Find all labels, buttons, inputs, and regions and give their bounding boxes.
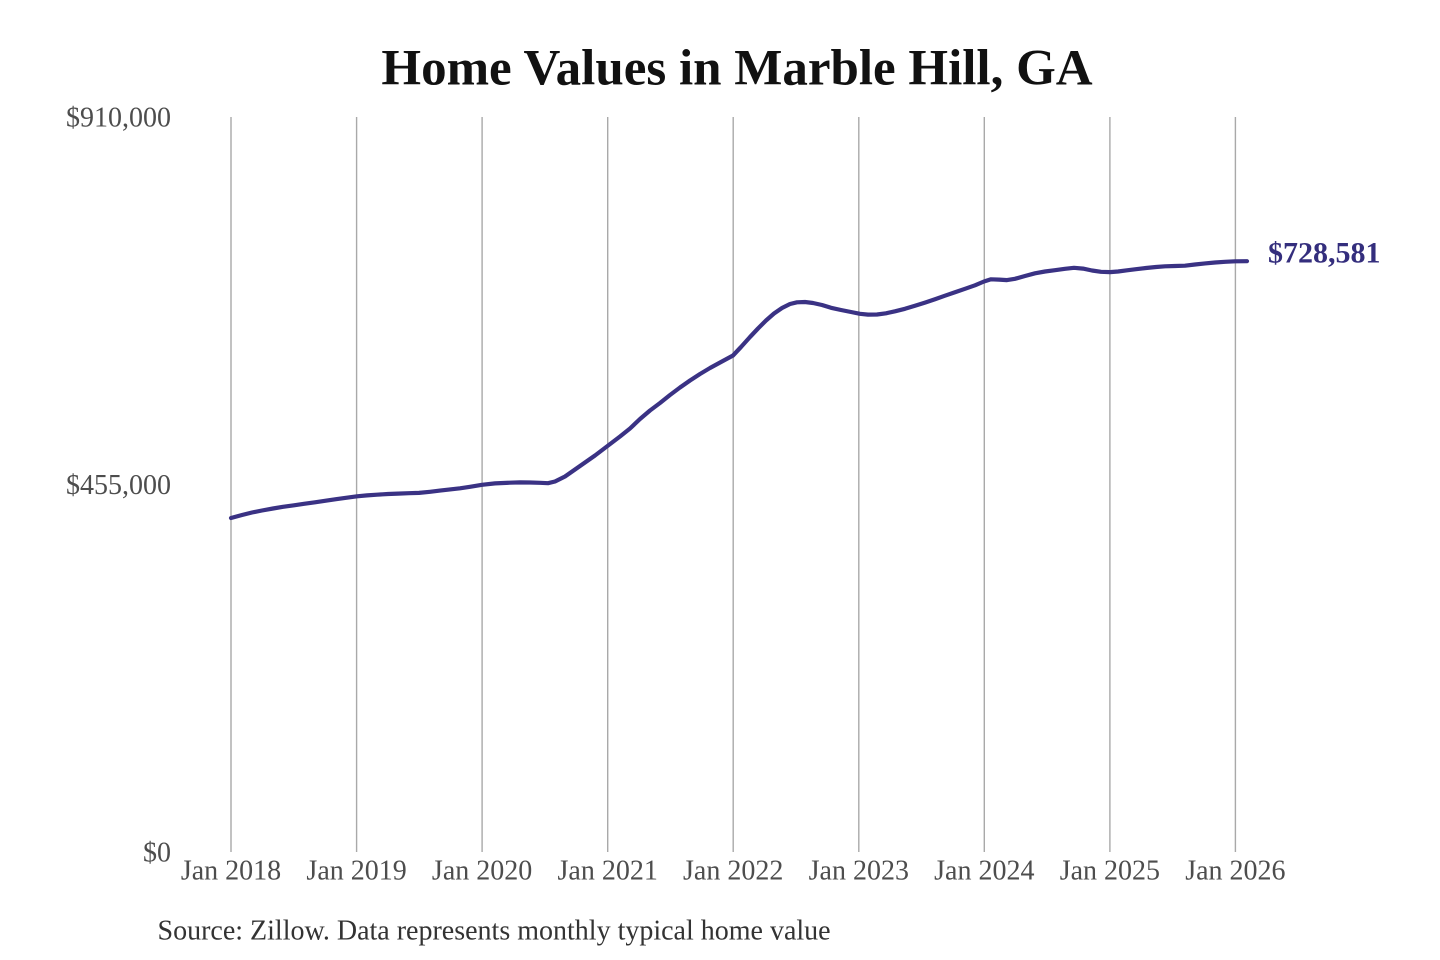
svg-text:Jan 2018: Jan 2018: [181, 856, 281, 887]
svg-text:Jan 2022: Jan 2022: [683, 856, 783, 887]
svg-text:$455,000: $455,000: [66, 470, 171, 501]
svg-text:Jan 2024: Jan 2024: [934, 856, 1034, 887]
svg-text:$728,581: $728,581: [1268, 237, 1381, 270]
svg-text:Jan 2023: Jan 2023: [809, 856, 909, 887]
svg-text:$910,000: $910,000: [66, 102, 171, 133]
svg-text:Source: Zillow. Data represent: Source: Zillow. Data represents monthly …: [158, 916, 831, 947]
svg-text:Home Values in Marble Hill, GA: Home Values in Marble Hill, GA: [381, 41, 1092, 97]
svg-text:Jan 2026: Jan 2026: [1185, 856, 1285, 887]
svg-text:Jan 2021: Jan 2021: [558, 856, 658, 887]
svg-text:Jan 2025: Jan 2025: [1060, 856, 1160, 887]
svg-text:Jan 2019: Jan 2019: [306, 856, 406, 887]
svg-text:Jan 2020: Jan 2020: [432, 856, 532, 887]
svg-text:$0: $0: [143, 837, 171, 868]
